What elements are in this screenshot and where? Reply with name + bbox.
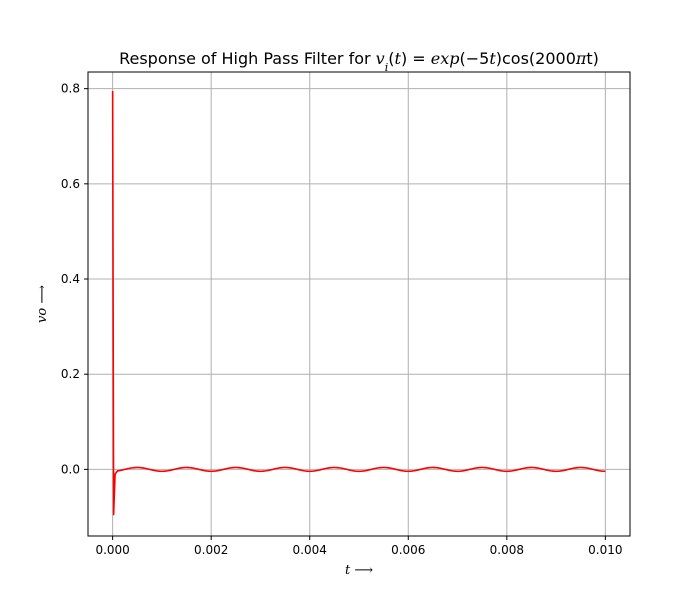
y-tick-label: 0.0 xyxy=(61,462,80,476)
x-tick-label: 0.010 xyxy=(588,543,622,557)
series-line xyxy=(111,91,606,516)
chart-title-math-4: ) = xyxy=(401,49,431,68)
chart-title-math-0: v xyxy=(376,49,385,68)
series-layer xyxy=(111,91,606,516)
chart-title-math-3: t xyxy=(395,49,402,68)
y-tick-label: 0.4 xyxy=(61,272,80,286)
chart-title-math-8: )cos(2000 xyxy=(496,49,576,68)
y-axis-label: vo ⟶ xyxy=(35,285,50,323)
chart-title-math-6: (−5 xyxy=(460,49,490,68)
y-tick-label: 0.2 xyxy=(61,367,80,381)
chart-title-text: Response of High Pass Filter for xyxy=(119,49,376,68)
y-tick-label: 0.6 xyxy=(61,177,80,191)
x-tick-label: 0.004 xyxy=(293,543,327,557)
y-tick-label: 0.8 xyxy=(61,82,80,96)
chart-title-math-1: i xyxy=(385,61,389,74)
chart-title-math-2: ( xyxy=(388,49,394,68)
x-tick-label: 0.006 xyxy=(391,543,425,557)
chart-title-math-9: π xyxy=(575,49,587,68)
chart-title: Response of High Pass Filter for vi(t) =… xyxy=(119,49,599,74)
x-tick-label: 0.008 xyxy=(490,543,524,557)
plot-frame xyxy=(87,71,631,537)
ticks: 0.000 0.002 0.004 0.006 0.008 0.010 0.0 0.2 0.4 0… xyxy=(61,82,623,557)
chart-title-math-5: exp xyxy=(431,49,460,68)
chart-title-math-10: t) xyxy=(586,49,599,68)
x-axis-label: t ⟶ xyxy=(345,563,373,578)
grid xyxy=(88,72,630,536)
x-tick-label: 0.002 xyxy=(194,543,228,557)
x-tick-label: 0.000 xyxy=(95,543,129,557)
chart-title-math-7: t xyxy=(489,49,496,68)
